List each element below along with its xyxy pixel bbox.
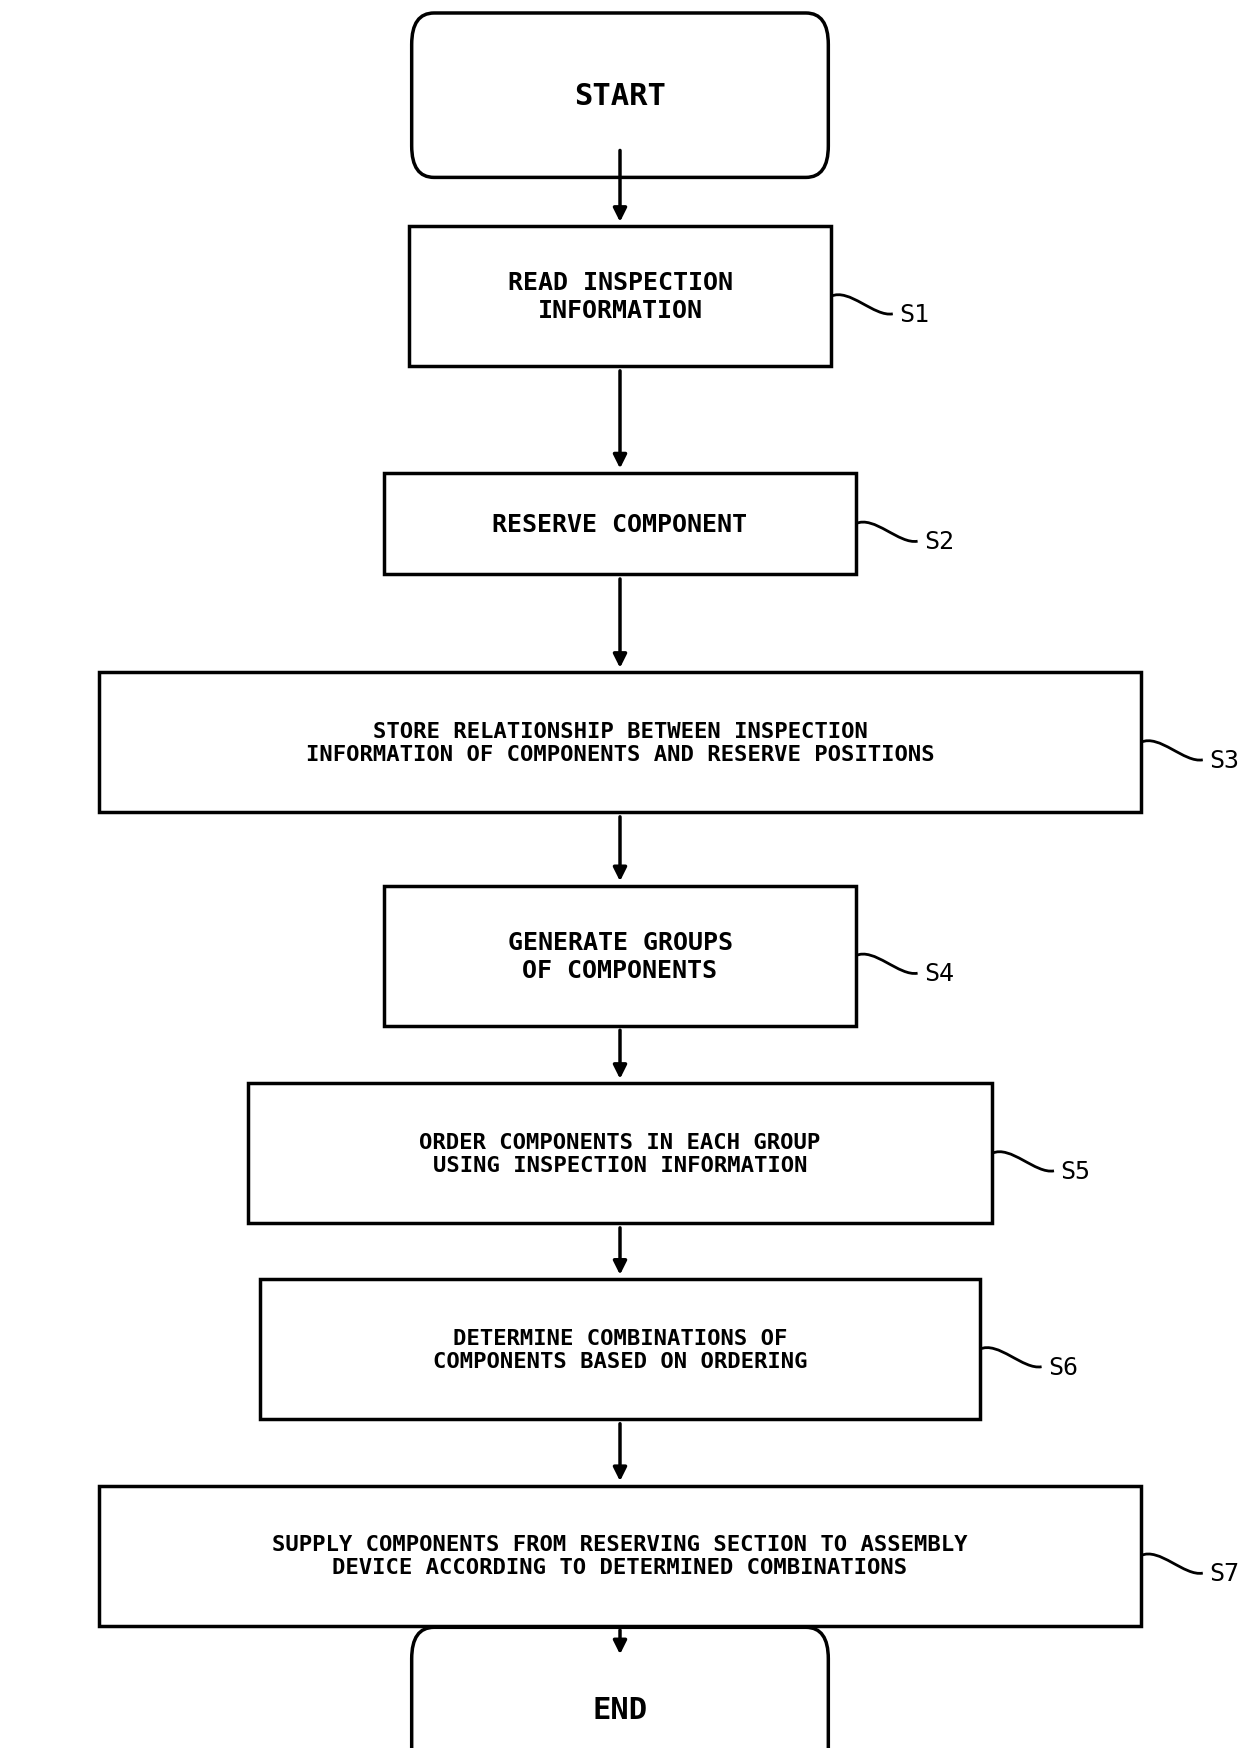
Text: START: START	[574, 82, 666, 110]
Bar	[409, 227, 831, 367]
Bar	[248, 1084, 992, 1224]
Bar	[260, 1280, 980, 1419]
Text: S7: S7	[1209, 1561, 1239, 1585]
Bar	[99, 673, 1141, 813]
Text: S4: S4	[924, 961, 954, 986]
Text: S1: S1	[899, 302, 929, 327]
FancyBboxPatch shape	[412, 14, 828, 178]
Bar	[384, 886, 856, 1026]
Bar	[384, 474, 856, 575]
Text: ORDER COMPONENTS IN EACH GROUP
USING INSPECTION INFORMATION: ORDER COMPONENTS IN EACH GROUP USING INS…	[419, 1133, 821, 1175]
Text: DETERMINE COMBINATIONS OF
COMPONENTS BASED ON ORDERING: DETERMINE COMBINATIONS OF COMPONENTS BAS…	[433, 1328, 807, 1370]
Text: S5: S5	[1060, 1159, 1090, 1183]
Text: GENERATE GROUPS
OF COMPONENTS: GENERATE GROUPS OF COMPONENTS	[507, 930, 733, 982]
Text: S3: S3	[1209, 748, 1239, 773]
Text: END: END	[593, 1696, 647, 1724]
Text: READ INSPECTION
INFORMATION: READ INSPECTION INFORMATION	[507, 271, 733, 323]
Text: S2: S2	[924, 530, 954, 554]
FancyBboxPatch shape	[412, 1627, 828, 1748]
Text: SUPPLY COMPONENTS FROM RESERVING SECTION TO ASSEMBLY
DEVICE ACCORDING TO DETERMI: SUPPLY COMPONENTS FROM RESERVING SECTION…	[273, 1535, 967, 1577]
Text: RESERVE COMPONENT: RESERVE COMPONENT	[492, 512, 748, 537]
Text: STORE RELATIONSHIP BETWEEN INSPECTION
INFORMATION OF COMPONENTS AND RESERVE POSI: STORE RELATIONSHIP BETWEEN INSPECTION IN…	[306, 722, 934, 764]
Bar	[99, 1486, 1141, 1626]
Text: S6: S6	[1048, 1355, 1078, 1379]
